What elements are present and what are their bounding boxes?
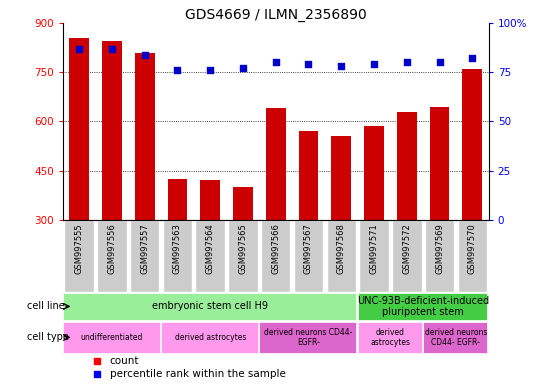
Point (140, 51, 149, 58)
FancyBboxPatch shape (228, 220, 258, 292)
Text: GSM997571: GSM997571 (370, 223, 378, 274)
Title: GDS4669 / ILMN_2356890: GDS4669 / ILMN_2356890 (185, 8, 366, 22)
FancyBboxPatch shape (161, 322, 258, 353)
Text: UNC-93B-deficient-induced
pluripotent stem: UNC-93B-deficient-induced pluripotent st… (357, 296, 489, 317)
Point (239, 65, 247, 71)
Text: GSM997564: GSM997564 (206, 223, 215, 274)
FancyBboxPatch shape (195, 220, 225, 292)
FancyBboxPatch shape (359, 220, 389, 292)
FancyBboxPatch shape (163, 220, 192, 292)
Text: GSM997566: GSM997566 (271, 223, 280, 274)
Text: percentile rank within the sample: percentile rank within the sample (110, 369, 286, 379)
FancyBboxPatch shape (358, 293, 488, 319)
Point (370, 61, 378, 68)
Text: embryonic stem cell H9: embryonic stem cell H9 (152, 301, 268, 311)
Text: derived astrocytes: derived astrocytes (175, 333, 246, 342)
FancyBboxPatch shape (64, 220, 94, 292)
Point (304, 61, 313, 68)
Point (468, 55, 477, 61)
Text: derived
astrocytes: derived astrocytes (370, 328, 411, 347)
FancyBboxPatch shape (425, 220, 454, 292)
Point (271, 59, 280, 65)
Bar (331, 136, 351, 220)
Text: cell line: cell line (27, 301, 64, 311)
FancyBboxPatch shape (259, 322, 357, 353)
FancyBboxPatch shape (358, 322, 422, 353)
FancyBboxPatch shape (97, 220, 127, 292)
Bar (168, 179, 187, 220)
Text: cell type: cell type (27, 333, 68, 343)
FancyBboxPatch shape (392, 220, 422, 292)
Bar (200, 180, 220, 220)
Text: GSM997563: GSM997563 (173, 223, 182, 274)
FancyBboxPatch shape (261, 220, 290, 292)
Bar (69, 38, 89, 220)
FancyBboxPatch shape (63, 293, 357, 319)
Point (337, 63, 346, 70)
FancyBboxPatch shape (458, 220, 487, 292)
Text: GSM997570: GSM997570 (468, 223, 477, 274)
Text: GSM997572: GSM997572 (402, 223, 411, 274)
Bar (135, 53, 155, 220)
Text: GSM997567: GSM997567 (304, 223, 313, 274)
Text: GSM997568: GSM997568 (337, 223, 346, 274)
Point (173, 67, 182, 73)
Bar (430, 107, 449, 220)
Text: derived neurons CD44-
EGFR-: derived neurons CD44- EGFR- (264, 328, 353, 347)
Bar (233, 187, 253, 220)
Point (402, 59, 411, 65)
FancyBboxPatch shape (63, 322, 160, 353)
Bar (397, 111, 417, 220)
Bar (299, 131, 318, 220)
Point (108, 46, 116, 52)
Bar (266, 108, 286, 220)
Bar (462, 69, 482, 220)
FancyBboxPatch shape (130, 220, 159, 292)
Bar (364, 126, 384, 220)
Text: GSM997565: GSM997565 (239, 223, 247, 274)
Text: count: count (110, 356, 139, 366)
Point (435, 59, 444, 65)
FancyBboxPatch shape (423, 322, 488, 353)
Text: GSM997557: GSM997557 (140, 223, 149, 274)
Text: GSM997569: GSM997569 (435, 223, 444, 274)
FancyBboxPatch shape (294, 220, 323, 292)
Text: undifferentiated: undifferentiated (81, 333, 143, 342)
Point (206, 67, 215, 73)
Text: derived neurons
CD44- EGFR-: derived neurons CD44- EGFR- (425, 328, 487, 347)
Point (75, 46, 84, 52)
Text: GSM997556: GSM997556 (108, 223, 116, 274)
Text: GSM997555: GSM997555 (75, 223, 84, 274)
FancyBboxPatch shape (327, 220, 356, 292)
Bar (102, 41, 122, 220)
